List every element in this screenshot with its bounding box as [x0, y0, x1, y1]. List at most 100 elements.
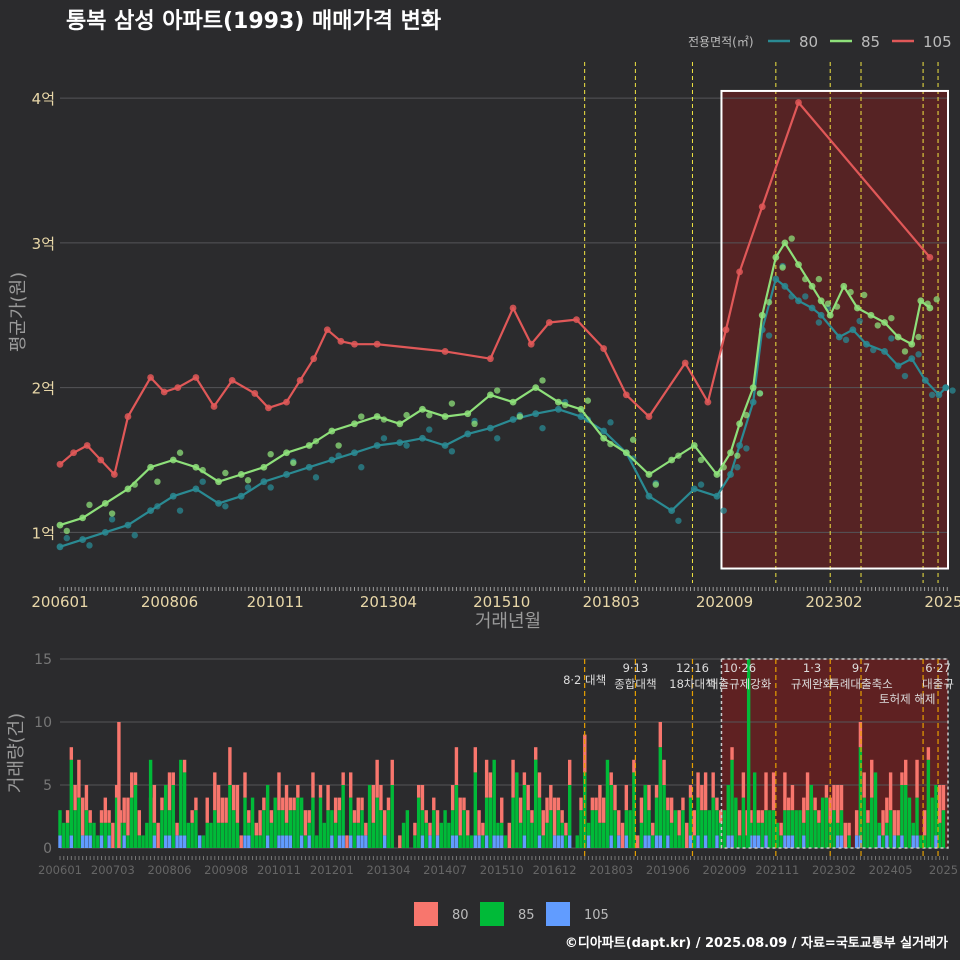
data-point-80	[448, 448, 456, 455]
bar-85	[681, 810, 685, 848]
data-point-85	[441, 413, 449, 420]
bar-80	[156, 822, 160, 848]
data-point-85	[788, 235, 795, 242]
bar-80	[915, 759, 919, 798]
data-point-85	[471, 420, 478, 428]
x-axis-title: 거래년월	[475, 611, 541, 632]
data-point-80	[192, 485, 200, 493]
bar-85	[171, 785, 175, 848]
bar-80	[552, 797, 557, 836]
data-point-80	[305, 463, 313, 471]
bar-85	[703, 810, 708, 836]
bar-85	[360, 810, 364, 836]
bar-105	[836, 835, 840, 848]
bar-105	[790, 835, 795, 848]
bar-80	[651, 822, 655, 836]
policy-annotation: 규제완화	[791, 677, 834, 691]
bar-80	[854, 810, 859, 836]
data-point-105	[296, 376, 304, 384]
data-point-85	[795, 261, 802, 269]
bar-85	[413, 835, 417, 848]
bar-105	[382, 835, 387, 848]
bar-spike	[117, 722, 121, 848]
bar-85	[847, 835, 851, 848]
bar-85	[182, 772, 187, 836]
bar-80	[77, 759, 81, 798]
data-point-85	[690, 442, 698, 449]
bar-105	[428, 835, 432, 848]
bar-x-tick-label: 201612	[533, 863, 577, 877]
bar-85	[303, 835, 308, 848]
bar-85	[677, 835, 681, 848]
bar-105	[783, 835, 787, 848]
data-point-80	[749, 398, 757, 406]
bar-x-tick-label: 202405	[869, 863, 913, 877]
bar-80	[700, 785, 704, 811]
data-point-80	[894, 362, 902, 370]
bar-85	[201, 835, 206, 848]
bar-85	[756, 822, 761, 836]
bar-85	[896, 835, 900, 848]
bar-85	[503, 835, 508, 848]
bar-85	[764, 810, 768, 836]
data-point-85	[668, 456, 676, 464]
data-point-85	[675, 452, 682, 459]
data-point-80	[697, 481, 705, 488]
data-point-105	[441, 348, 449, 355]
bar-80	[213, 772, 217, 811]
bar-85	[658, 747, 663, 836]
bar-85	[654, 797, 659, 836]
data-point-85	[237, 471, 245, 478]
bar-85	[186, 822, 191, 848]
bar-85	[696, 797, 700, 836]
data-point-80	[464, 430, 472, 438]
bar-85	[518, 822, 523, 848]
bar-80	[114, 785, 119, 798]
data-point-85	[464, 410, 472, 418]
policy-annotation: 10·26	[723, 661, 756, 675]
bar-85	[265, 785, 270, 836]
bar-105	[696, 835, 700, 848]
bar-85	[296, 797, 300, 848]
chart-title: 통복 삼성 아파트(1993) 매매가격 변화	[66, 9, 441, 34]
bar-85	[719, 822, 723, 848]
bar-105	[164, 835, 168, 848]
bar-80	[466, 810, 470, 836]
data-point-85	[215, 478, 222, 486]
bar-85	[839, 810, 844, 836]
bar-80	[828, 797, 832, 823]
data-point-85	[509, 398, 517, 406]
bar-80	[526, 785, 530, 811]
bar-105	[247, 835, 251, 848]
bar-85	[651, 835, 655, 848]
y-tick-label: 2억	[32, 380, 55, 398]
bar-105	[364, 835, 368, 848]
bar-85	[930, 797, 934, 848]
data-point-85	[808, 282, 816, 290]
bar-105	[500, 835, 504, 848]
bar-85	[420, 810, 425, 836]
bar-105	[752, 835, 757, 848]
bar-80	[277, 772, 281, 811]
y-axis-title: 평균가(원)	[8, 272, 29, 352]
bar-80	[522, 772, 527, 785]
data-point-105	[265, 404, 272, 412]
bar-85	[469, 835, 474, 848]
bar-105	[88, 835, 92, 848]
bar-80	[926, 747, 931, 760]
legend-title: 전용면적(㎡)	[688, 35, 754, 49]
bar-85	[805, 810, 810, 848]
bar-80	[205, 797, 209, 823]
bar-85	[567, 785, 572, 836]
data-point-85	[561, 401, 569, 409]
data-point-80	[351, 449, 358, 457]
data-point-85	[772, 253, 780, 261]
data-point-80	[727, 471, 734, 478]
bar-80	[182, 759, 187, 773]
data-point-80	[131, 532, 138, 539]
bar-105	[877, 835, 881, 848]
data-point-85	[584, 397, 592, 404]
data-point-85	[351, 420, 358, 428]
bar-80	[594, 797, 598, 811]
bar-85	[862, 797, 866, 848]
